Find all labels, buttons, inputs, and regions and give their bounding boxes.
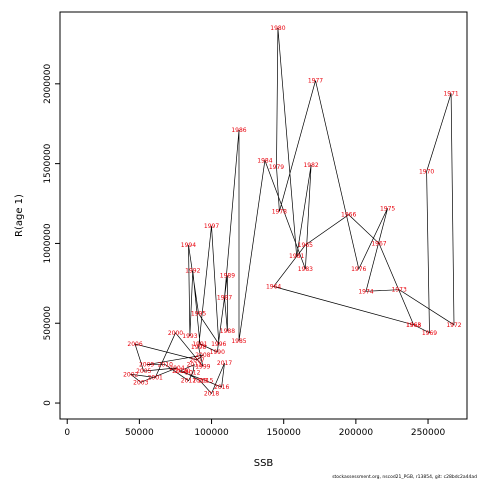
point-label-1984: 1984 (257, 157, 272, 164)
plot-frame (59, 11, 468, 420)
point-label-1999: 1999 (195, 363, 210, 370)
point-label-2017: 2017 (217, 360, 232, 367)
point-label-2018: 2018 (204, 390, 219, 397)
footer-text: stockassessment.org, nscod21_PGB, r13854… (332, 474, 477, 480)
x-tick-label: 50000 (125, 428, 154, 438)
x-axis: 0 50000 100000 150000 200000 250000 (64, 419, 445, 438)
point-label-2000: 2000 (168, 330, 183, 337)
x-tick-label: 250000 (411, 428, 446, 438)
point-label-2003: 2003 (133, 379, 148, 386)
x-tick-label: 200000 (339, 428, 374, 438)
point-label-1978: 1978 (272, 209, 287, 216)
y-tick-label: 1000000 (43, 223, 53, 263)
point-label-1981: 1981 (289, 253, 304, 260)
point-label-1973: 1973 (392, 287, 407, 294)
point-label-1992: 1992 (185, 268, 200, 275)
point-label-2009: 2009 (139, 362, 154, 369)
point-label-1997: 1997 (204, 223, 219, 230)
point-label-1983: 1983 (298, 266, 313, 273)
point-label-1991: 1991 (192, 341, 207, 348)
series-line (129, 27, 455, 395)
y-tick-label: 500000 (43, 306, 53, 341)
point-label-2013: 2013 (187, 362, 202, 369)
x-tick-label: 0 (64, 428, 70, 438)
point-label-1987: 1987 (217, 295, 232, 302)
point-label-1982: 1982 (303, 162, 318, 169)
point-label-1996: 1996 (211, 341, 226, 348)
point-label-2011: 2011 (181, 378, 196, 385)
point-label-1988: 1988 (220, 328, 235, 335)
point-label-1990: 1990 (210, 349, 225, 356)
point-label-1995: 1995 (191, 311, 206, 318)
point-label-1993: 1993 (182, 333, 197, 340)
point-label-2019: 2019 (192, 378, 207, 385)
point-label-1972: 1972 (446, 322, 461, 329)
point-label-2016: 2016 (214, 384, 229, 391)
point-label-2005: 2005 (136, 368, 151, 375)
point-label-2012: 2012 (185, 370, 200, 377)
point-label-1977: 1977 (308, 78, 323, 85)
point-label-1974: 1974 (358, 288, 373, 295)
point-label-2004: 2004 (169, 365, 184, 372)
point-label-1976: 1976 (351, 266, 366, 273)
point-label-2007: 2007 (189, 357, 204, 364)
y-tick-label: 0 (43, 400, 53, 406)
point-label-1969: 1969 (422, 330, 437, 337)
point-label-1986: 1986 (231, 127, 246, 134)
point-label-2010: 2010 (158, 362, 173, 369)
point-label-1966: 1966 (341, 212, 356, 219)
point-label-1975: 1975 (380, 205, 395, 212)
point-label-1968: 1968 (406, 322, 421, 329)
y-axis: 0 500000 1000000 1500000 2000000 (43, 64, 60, 406)
point-label-1980: 1980 (270, 25, 285, 32)
point-label-1979: 1979 (269, 164, 284, 171)
point-label-2014: 2014 (172, 368, 187, 375)
point-label-2001: 2001 (148, 375, 163, 382)
point-label-1998: 1998 (191, 344, 206, 351)
y-tick-label: 1500000 (43, 143, 53, 183)
y-tick-label: 2000000 (43, 64, 53, 104)
point-label-2020: 2020 (175, 368, 190, 375)
point-label-2015: 2015 (198, 378, 213, 385)
y-axis-label: R(age 1) (14, 194, 25, 237)
x-axis-label: SSB (254, 458, 274, 469)
point-label-1989: 1989 (220, 272, 235, 279)
point-label-1963: 1963 (406, 322, 421, 329)
point-label-1964: 1964 (266, 284, 281, 291)
point-label-1985: 1985 (231, 338, 246, 345)
point-label-1994: 1994 (181, 242, 196, 249)
point-label-2002: 2002 (123, 371, 138, 378)
point-label-1967: 1967 (371, 240, 386, 247)
x-tick-label: 100000 (194, 428, 229, 438)
point-label-1970: 1970 (419, 169, 434, 176)
point-label-1971: 1971 (443, 90, 458, 97)
point-label-2006: 2006 (127, 341, 142, 348)
x-tick-label: 150000 (267, 428, 302, 438)
point-label-1965: 1965 (298, 242, 313, 249)
series-line-group (129, 27, 455, 395)
point-label-2008: 2008 (195, 352, 210, 359)
